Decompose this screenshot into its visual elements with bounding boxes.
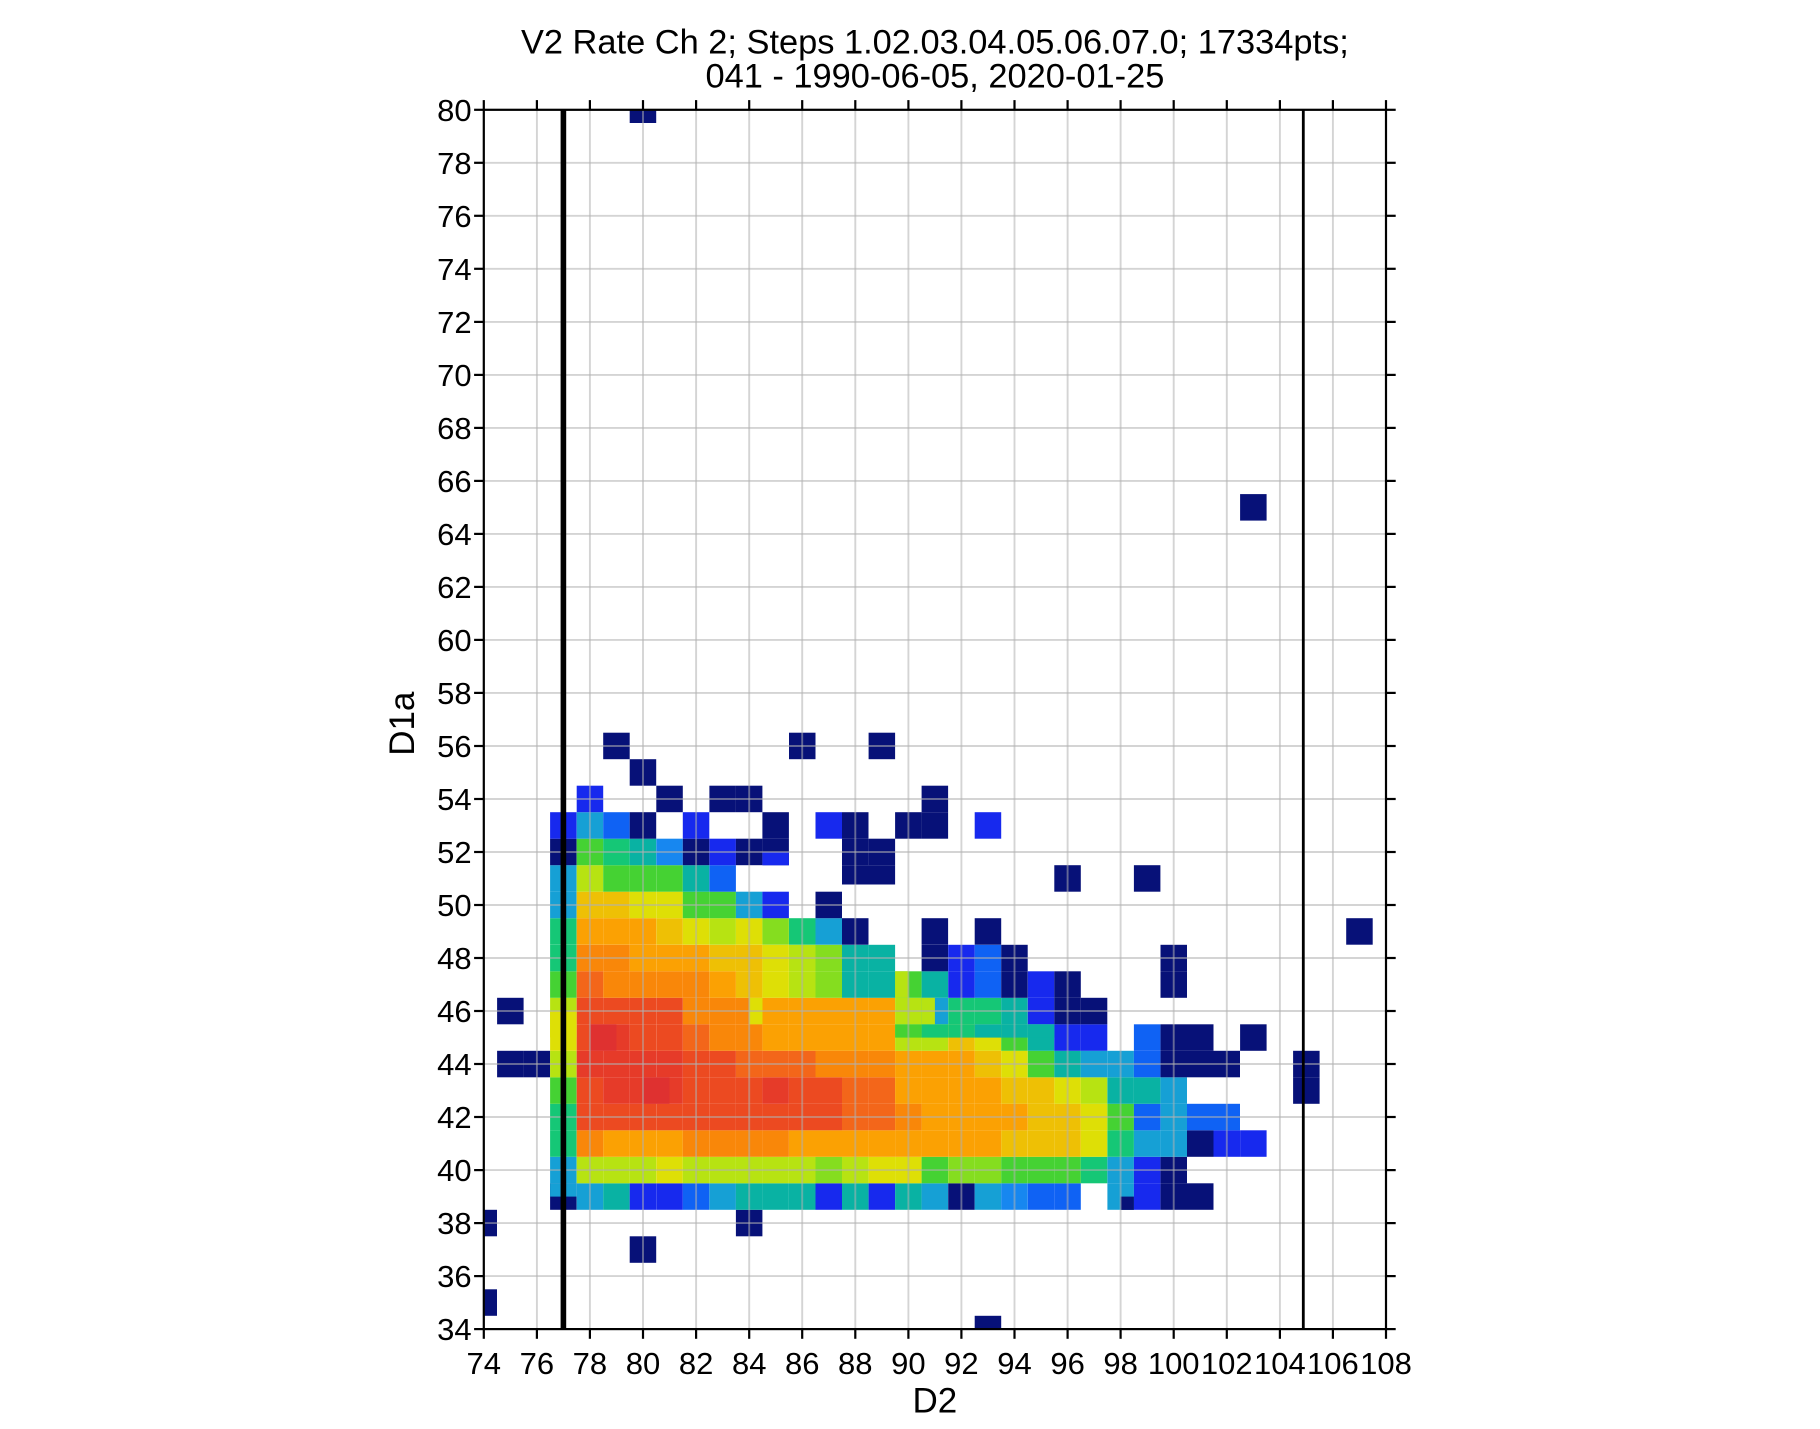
svg-text:58: 58: [437, 676, 471, 711]
svg-text:88: 88: [838, 1346, 872, 1381]
svg-text:70: 70: [437, 358, 471, 393]
svg-text:54: 54: [437, 782, 471, 817]
svg-text:50: 50: [437, 888, 471, 923]
svg-text:80: 80: [437, 93, 471, 128]
svg-text:46: 46: [437, 994, 471, 1029]
svg-text:90: 90: [891, 1346, 925, 1381]
svg-text:40: 40: [437, 1153, 471, 1188]
svg-text:D1a: D1a: [383, 691, 422, 756]
svg-text:36: 36: [437, 1259, 471, 1294]
svg-text:100: 100: [1148, 1346, 1200, 1381]
svg-text:52: 52: [437, 835, 471, 870]
svg-text:42: 42: [437, 1100, 471, 1135]
svg-text:106: 106: [1307, 1346, 1359, 1381]
svg-text:104: 104: [1254, 1346, 1306, 1381]
svg-text:108: 108: [1360, 1346, 1412, 1381]
svg-text:78: 78: [573, 1346, 607, 1381]
svg-text:82: 82: [679, 1346, 713, 1381]
svg-text:74: 74: [467, 1346, 501, 1381]
svg-text:80: 80: [626, 1346, 660, 1381]
svg-text:68: 68: [437, 411, 471, 446]
svg-text:60: 60: [437, 623, 471, 658]
svg-text:64: 64: [437, 517, 471, 552]
svg-text:96: 96: [1050, 1346, 1084, 1381]
svg-text:76: 76: [437, 199, 471, 234]
svg-text:66: 66: [437, 464, 471, 499]
svg-text:102: 102: [1201, 1346, 1253, 1381]
svg-text:84: 84: [732, 1346, 766, 1381]
svg-text:92: 92: [944, 1346, 978, 1381]
svg-text:34: 34: [437, 1312, 471, 1347]
svg-text:74: 74: [437, 252, 471, 287]
svg-text:72: 72: [437, 305, 471, 340]
svg-text:98: 98: [1103, 1346, 1137, 1381]
svg-text:94: 94: [997, 1346, 1031, 1381]
svg-text:62: 62: [437, 570, 471, 605]
svg-text:44: 44: [437, 1047, 471, 1082]
svg-text:D2: D2: [913, 1382, 958, 1421]
svg-text:V2 Rate Ch 2; Steps 1.02.03.04: V2 Rate Ch 2; Steps 1.02.03.04.05.06.07.…: [521, 24, 1349, 62]
svg-text:76: 76: [520, 1346, 554, 1381]
svg-text:38: 38: [437, 1206, 471, 1241]
svg-text:78: 78: [437, 146, 471, 181]
svg-text:041 - 1990-06-05, 2020-01-25: 041 - 1990-06-05, 2020-01-25: [705, 57, 1164, 95]
svg-text:56: 56: [437, 729, 471, 764]
svg-text:48: 48: [437, 941, 471, 976]
svg-text:86: 86: [785, 1346, 819, 1381]
